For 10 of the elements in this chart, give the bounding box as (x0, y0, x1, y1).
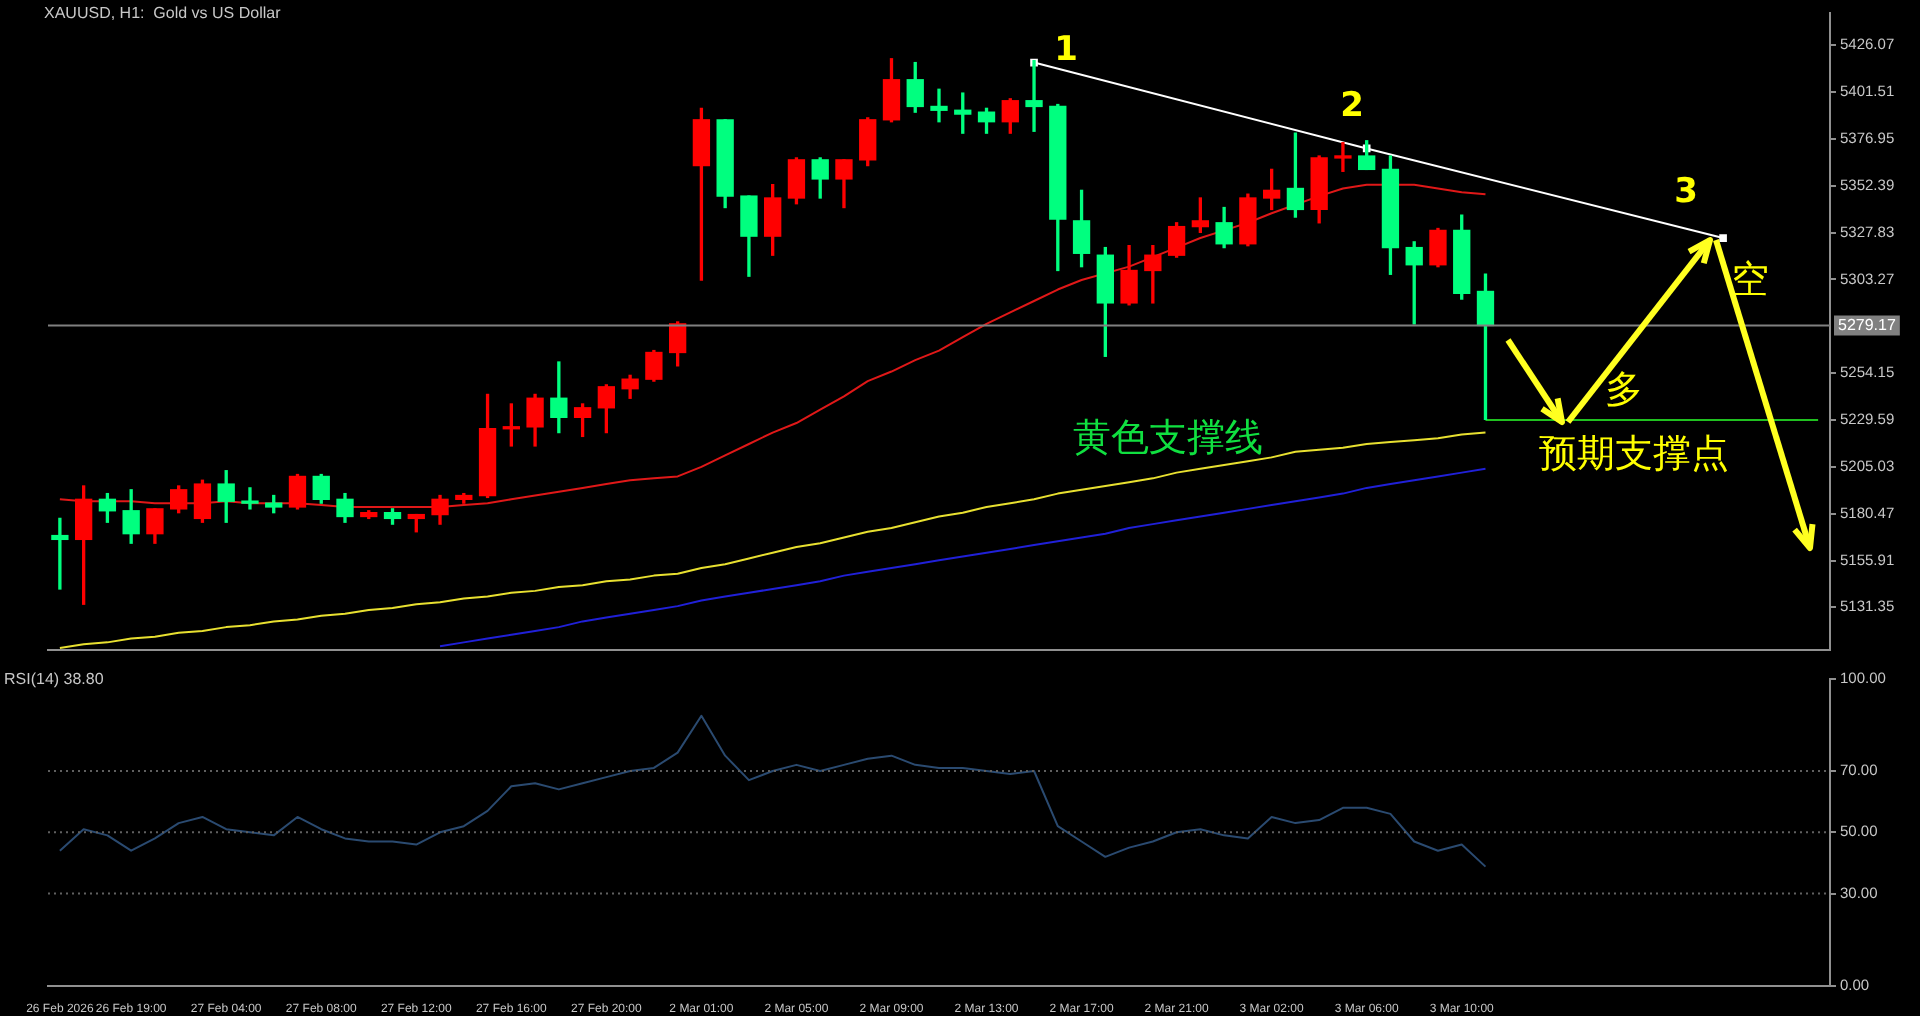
chart-title: XAUUSD, H1: Gold vs US Dollar (44, 4, 281, 22)
annotation: 预期支撑点 (1539, 430, 1729, 480)
annotation: 3 (1674, 172, 1698, 213)
annotation: 多 (1605, 366, 1643, 416)
annotation: 黄色支撑线 (1073, 414, 1263, 464)
annotation: 1 (1054, 30, 1078, 71)
annotation: 空 (1731, 256, 1769, 306)
annotation: 2 (1340, 86, 1364, 127)
ref-line-label: 5279.17 (1838, 315, 1897, 334)
chart-title: RSI(14) 38.80 (4, 670, 104, 688)
